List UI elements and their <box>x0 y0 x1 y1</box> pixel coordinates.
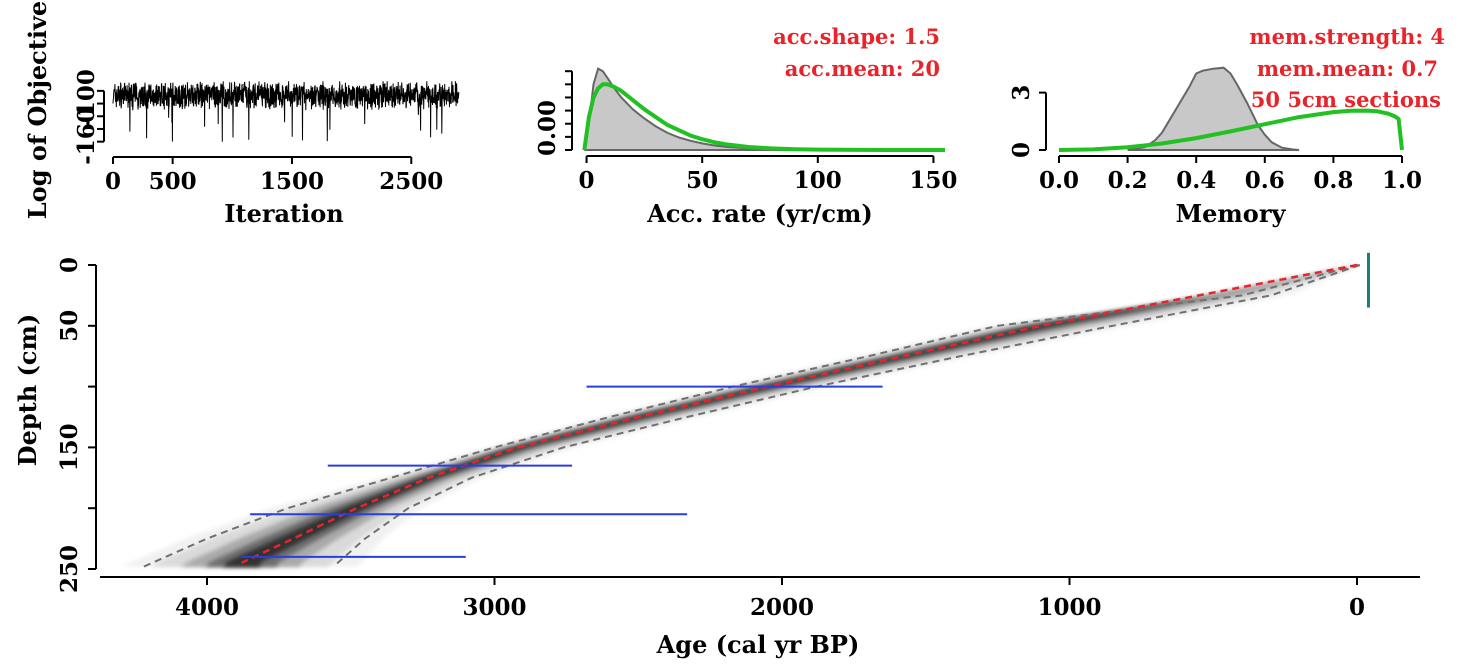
x-tick-label: 2500 <box>379 168 443 195</box>
x-tick-label: 50 <box>686 167 718 194</box>
mean-age-line <box>240 263 1358 565</box>
upper-95-range-line <box>143 264 1359 568</box>
x-tick-label: 150 <box>909 167 957 194</box>
posterior-density <box>1127 66 1300 151</box>
memory-panel: 0.0 0.2 0.4 0.6 0.8 1.0 0 3 Memory mem.strength: … <box>1008 24 1445 228</box>
y-tick-label: 3 <box>1008 85 1035 101</box>
prior-density-line <box>582 82 945 152</box>
y-tick-label: 0.00 <box>534 100 561 156</box>
x-tick-label: 1.0 <box>1382 167 1422 194</box>
x-tick-label: 0 <box>1349 594 1365 621</box>
x-tick-label: 0.0 <box>1039 167 1079 194</box>
y-tick-label: 0 <box>1008 142 1035 158</box>
x-tick-label: 500 <box>149 168 197 195</box>
x-tick-label: 1500 <box>260 168 324 195</box>
x-tick-label: 4000 <box>175 594 239 621</box>
y-tick-label: -160 <box>73 107 100 165</box>
lower-95-range-line <box>332 264 1361 568</box>
y-tick-label: 0 <box>56 257 83 273</box>
x-tick-label: 3000 <box>462 594 526 621</box>
x-axis-title: Memory <box>1176 199 1287 228</box>
iteration-panel: 0 500 1500 2500 -160-100 Iteration Log of Obje… <box>23 1 460 228</box>
x-axis-title: Acc. rate (yr/cm) <box>646 199 873 228</box>
y-tick-label: 150 <box>56 423 83 471</box>
x-axis-title: Age (cal yr BP) <box>656 630 860 659</box>
acc-mean-label: acc.mean: 20 <box>785 56 940 81</box>
mem-strength-label: mem.strength: 4 <box>1249 24 1445 49</box>
sections-label: 50 5cm sections <box>1251 87 1441 112</box>
x-tick-label: 0.4 <box>1176 167 1216 194</box>
acc-rate-panel: 0 50 100 150 0.00 Acc. rate (yr/cm) acc.shape:… <box>534 24 957 228</box>
mem-mean-label: mem.mean: 0.7 <box>1257 56 1438 81</box>
x-tick-label: 2000 <box>750 594 814 621</box>
y-axis-title: Log of Objective <box>23 1 52 219</box>
x-tick-label: 1000 <box>1037 594 1101 621</box>
age-model-probability-band <box>204 265 1359 567</box>
y-tick-label: 50 <box>56 310 83 342</box>
y-tick-label: 250 <box>56 545 83 593</box>
y-axis-title: Depth (cm) <box>13 314 42 466</box>
x-tick-label: 0.6 <box>1245 167 1285 194</box>
iteration-trace-line <box>112 81 460 142</box>
age-depth-panel: 4000 3000 2000 1000 0 0 50 150 250 Age (cal yr BP… <box>13 252 1420 659</box>
x-axis-title: Iteration <box>224 199 343 228</box>
x-tick-label: 0 <box>105 168 121 195</box>
x-tick-label: 100 <box>794 167 842 194</box>
y-tick-label: -100 <box>73 69 100 127</box>
x-tick-label: 0.8 <box>1313 167 1353 194</box>
x-tick-label: 0 <box>579 167 595 194</box>
x-tick-label: 0.2 <box>1108 167 1148 194</box>
prior-density-line <box>1058 108 1404 152</box>
acc-shape-label: acc.shape: 1.5 <box>773 24 940 49</box>
